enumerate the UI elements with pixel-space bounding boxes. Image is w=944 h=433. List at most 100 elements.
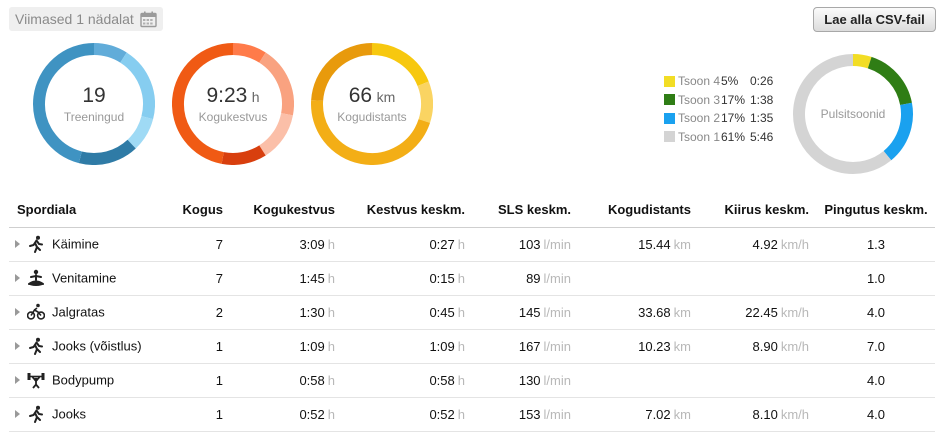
cell-avg-duration-value: 0:45 [429, 304, 455, 320]
col-header-effort[interactable]: Pingutus keskm. [817, 193, 935, 228]
weightlifting-icon [27, 371, 45, 389]
distance-unit: km [376, 88, 396, 105]
col-header-distance[interactable]: Kogudistants [579, 193, 699, 228]
cell-avg-duration-value: 0:52 [429, 406, 455, 422]
duration-value: 9:23 [206, 83, 248, 107]
zone-name: Tsoon 3 [678, 92, 721, 107]
zones-donut-label: Pulsitsoonid [820, 107, 886, 121]
table-row[interactable]: Bodypump 1 0:58 h 0:58 h 130 l/min 4.0 [9, 363, 935, 398]
cell-avg-speed [699, 261, 817, 296]
zone-donut-segment [883, 102, 913, 161]
cell-avg-duration-value: 1:09 [429, 338, 455, 354]
trainings-donut: 19 Treeningud [33, 43, 155, 165]
expand-arrow-icon[interactable] [15, 240, 20, 248]
cell-avg-duration: 0:58 h [343, 363, 473, 398]
cell-avg-speed [699, 363, 817, 398]
table-row[interactable]: Jooks 1 0:52 h 0:52 h 153 l/min 7.02 km 8.10 km/h 4.… [9, 397, 935, 432]
cell-duration: 1:45 h [231, 261, 343, 296]
cell-sport: Bodypump [9, 363, 161, 398]
cell-avg-duration: 0:52 h [343, 397, 473, 432]
zone-row-3: Tsoon 3 17% 1:38 [664, 91, 773, 110]
cell-effort-value: 4.0 [866, 406, 886, 422]
cell-duration-value: 0:58 [299, 372, 325, 388]
zone-donut-segment [852, 54, 872, 69]
zone-swatch [664, 131, 675, 143]
cell-distance-unit: km [673, 406, 691, 422]
cell-effort-value: 4.0 [866, 304, 886, 320]
calendar-icon[interactable] [140, 11, 157, 28]
cell-count-value: 1 [215, 372, 223, 388]
zone-percent: 17% [721, 111, 746, 126]
cell-avg-hr-unit: l/min [543, 372, 571, 388]
cell-avg-duration: 0:45 h [343, 295, 473, 330]
cell-avg-speed-unit: km/h [780, 406, 809, 422]
expand-arrow-icon[interactable] [15, 376, 20, 384]
period-selector[interactable]: Viimased 1 nädalat [9, 7, 163, 31]
cell-avg-hr: 153 l/min [473, 397, 579, 432]
cell-count: 7 [161, 261, 231, 296]
period-label: Viimased 1 nädalat [15, 11, 134, 27]
running-icon [27, 235, 45, 253]
cell-avg-hr-unit: l/min [543, 270, 571, 286]
summary-donut-segment [259, 52, 294, 116]
table-header-row: Spordiala Kogus Kogukestvus Kestvus kesk… [9, 193, 935, 228]
cell-sport: Jooks (võistlus) [9, 329, 161, 364]
cell-duration: 1:30 h [231, 295, 343, 330]
col-header-avg-hr[interactable]: SLS keskm. [473, 193, 579, 228]
col-header-duration[interactable]: Kogukestvus [231, 193, 343, 228]
zone-swatch [664, 75, 675, 87]
sport-name: Käimine [52, 236, 99, 252]
cell-distance-value: 10.23 [638, 338, 671, 354]
cell-duration-value: 3:09 [299, 236, 325, 252]
cell-avg-speed: 4.92 km/h [699, 227, 817, 262]
cell-sport: Venitamine [9, 261, 161, 296]
zone-time: 1:38 [750, 92, 774, 107]
cell-effort: 7.0 [817, 329, 935, 364]
cell-sport: Jooks [9, 397, 161, 432]
col-header-count[interactable]: Kogus [161, 193, 231, 228]
cell-avg-speed-unit: km/h [780, 236, 809, 252]
cell-avg-speed: 22.45 km/h [699, 295, 817, 330]
cell-avg-duration-unit: h [457, 304, 465, 320]
zone-donut-segment [867, 56, 912, 106]
expand-arrow-icon[interactable] [15, 410, 20, 418]
zone-percent: 5% [721, 74, 739, 89]
expand-arrow-icon[interactable] [15, 342, 20, 350]
cell-avg-hr: 130 l/min [473, 363, 579, 398]
expand-arrow-icon[interactable] [15, 274, 20, 282]
table-row[interactable]: Jalgratas 2 1:30 h 0:45 h 145 l/min 33.68 km 22.45… [9, 295, 935, 330]
col-header-avg-speed[interactable]: Kiirus keskm. [699, 193, 817, 228]
cell-avg-hr-unit: l/min [543, 406, 571, 422]
cell-avg-hr-value: 130 [518, 372, 541, 388]
col-header-sport[interactable]: Spordiala [9, 193, 161, 228]
cell-avg-duration-unit: h [457, 338, 465, 354]
table-row[interactable]: Käimine 7 3:09 h 0:27 h 103 l/min 15.44 km 4.92 km/… [9, 227, 935, 262]
cell-count: 1 [161, 397, 231, 432]
cell-duration-unit: h [327, 304, 335, 320]
download-csv-button[interactable]: Lae alla CSV-fail [813, 7, 936, 32]
cell-avg-hr-unit: l/min [543, 304, 571, 320]
trainings-value: 19 [82, 83, 106, 107]
cell-effort-value: 1.3 [866, 236, 886, 252]
cell-avg-hr-unit: l/min [543, 236, 571, 252]
cell-avg-hr-value: 89 [526, 270, 541, 286]
col-header-avg-duration[interactable]: Kestvus keskm. [343, 193, 473, 228]
duration-donut: 9:23 h Kogukestvus [172, 43, 294, 165]
cell-distance: 10.23 km [579, 329, 699, 364]
cell-duration-value: 1:45 [299, 270, 325, 286]
table-row[interactable]: Jooks (võistlus) 1 1:09 h 1:09 h 167 l/min 10.23… [9, 329, 935, 364]
sport-name: Jooks (võistlus) [52, 338, 142, 354]
cell-count: 7 [161, 227, 231, 262]
zone-swatch [664, 94, 675, 106]
cell-avg-duration: 0:27 h [343, 227, 473, 262]
bicycle-icon [26, 303, 46, 321]
zone-row-2: Tsoon 2 17% 1:35 [664, 109, 773, 128]
cell-avg-duration-unit: h [457, 236, 465, 252]
sport-name: Jalgratas [52, 304, 105, 320]
trainings-label: Treeningud [63, 109, 125, 124]
table-row[interactable]: Venitamine 7 1:45 h 0:15 h 89 l/min 1.0 [9, 261, 935, 296]
cell-duration: 0:52 h [231, 397, 343, 432]
expand-arrow-icon[interactable] [15, 308, 20, 316]
summary-donut-segment [33, 43, 95, 164]
cell-duration: 1:09 h [231, 329, 343, 364]
